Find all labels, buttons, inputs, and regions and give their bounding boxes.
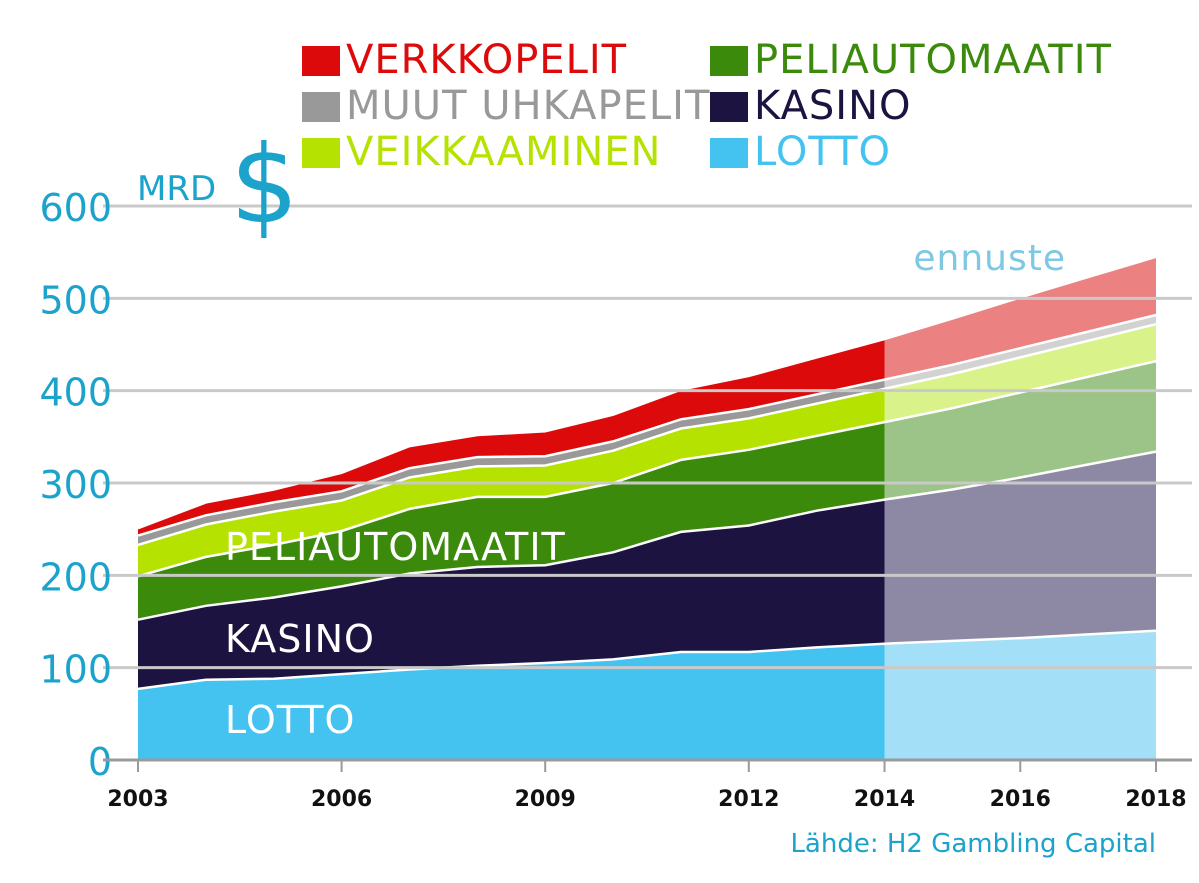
x-tick-label: 2016 bbox=[990, 787, 1051, 812]
series-boundary-lotto bbox=[137, 629, 1157, 691]
area-forecast-verkkopelit bbox=[884, 256, 1156, 380]
series-boundary-verkkopelit bbox=[137, 255, 1157, 530]
area-forecast-veikkaaminen bbox=[884, 324, 1156, 423]
area-forecast-lotto bbox=[884, 630, 1156, 760]
source-label: Lähde: H2 Gambling Capital bbox=[790, 829, 1156, 859]
series-boundary-muut-uhkapelit bbox=[137, 313, 1157, 537]
x-tick-label: 2006 bbox=[311, 787, 372, 812]
y-tick-label: 100 bbox=[39, 648, 112, 692]
dollar-symbol: $ bbox=[230, 123, 299, 248]
area-kasino bbox=[138, 499, 885, 689]
area-label-lotto: LOTTO bbox=[225, 698, 355, 742]
area-muut-uhkapelit bbox=[138, 379, 885, 545]
area-label-kasino: KASINO bbox=[225, 617, 375, 661]
x-tick-label: 2014 bbox=[854, 787, 915, 812]
y-tick-label: 0 bbox=[88, 740, 112, 784]
area-forecast-muut-uhkapelit bbox=[884, 315, 1156, 389]
legend-label: PELIAUTOMAATIT bbox=[754, 37, 1112, 83]
legend-swatch bbox=[710, 138, 748, 168]
legend-swatch bbox=[302, 138, 340, 168]
area-forecast-peliautomaatit bbox=[884, 361, 1156, 500]
area-verkkopelit bbox=[138, 339, 885, 536]
series-boundary-veikkaaminen bbox=[137, 322, 1157, 547]
x-tick-label: 2003 bbox=[107, 787, 168, 812]
y-tick-label: 300 bbox=[39, 463, 112, 507]
legend-label: VEIKKAAMINEN bbox=[346, 129, 662, 175]
legend-swatch bbox=[710, 92, 748, 122]
area-forecast-kasino bbox=[884, 451, 1156, 644]
y-tick-label: 600 bbox=[39, 186, 112, 230]
legend-swatch bbox=[302, 46, 340, 76]
series-boundary-peliautomaatit bbox=[137, 359, 1157, 578]
y-tick-label: 200 bbox=[39, 555, 112, 599]
unit-label: MRD bbox=[137, 169, 216, 209]
y-tick-label: 500 bbox=[39, 278, 112, 322]
x-tick-label: 2018 bbox=[1125, 787, 1186, 812]
legend-label: KASINO bbox=[754, 83, 912, 129]
area-lotto bbox=[138, 643, 885, 760]
legend-label: LOTTO bbox=[754, 129, 891, 175]
legend-label: MUUT UHKAPELIT bbox=[346, 83, 711, 129]
y-tick-label: 400 bbox=[39, 371, 112, 415]
area-label-peliautomaatit: PELIAUTOMAATIT bbox=[225, 525, 566, 569]
x-tick-label: 2009 bbox=[515, 787, 576, 812]
legend-swatch bbox=[710, 46, 748, 76]
x-tick-label: 2012 bbox=[718, 787, 779, 812]
legend-label: VERKKOPELIT bbox=[346, 37, 628, 83]
area-peliautomaatit bbox=[138, 422, 885, 620]
forecast-label: ennuste bbox=[913, 238, 1066, 279]
legend-swatch bbox=[302, 92, 340, 122]
